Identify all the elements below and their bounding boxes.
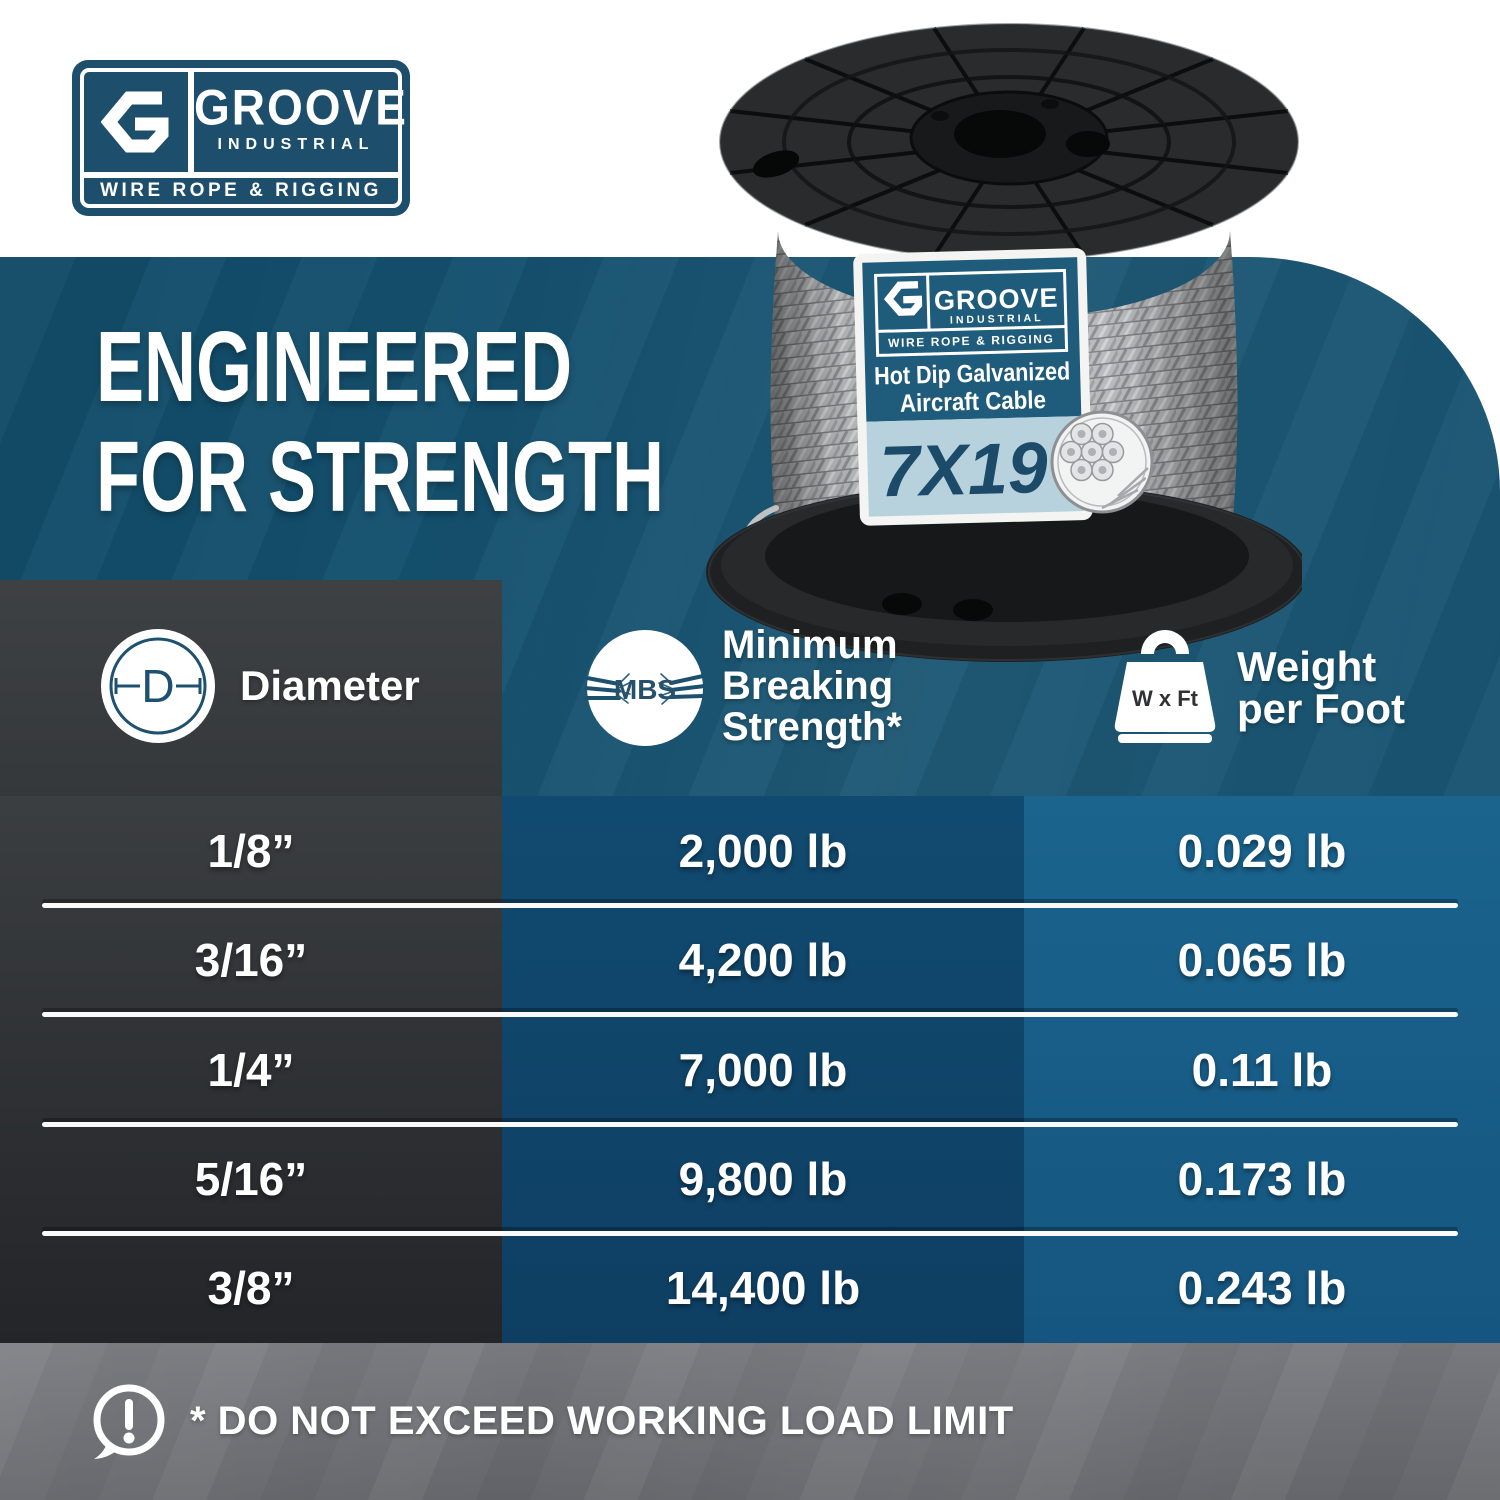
label-brand-box: GROOVE INDUSTRIAL WIRE ROPE & RIGGING [874,268,1069,357]
row2-diameter: 3/16” [194,934,308,986]
weight-label-line2: per Foot [1237,685,1405,732]
column-header-weight: Weight per Foot [1237,646,1405,730]
brand-logo-card: GROOVE INDUSTRIAL WIRE ROPE & RIGGING [72,60,410,216]
mbs-icon: MBS [585,630,705,746]
footer-bar [0,1343,1500,1500]
row3-breaking-strength: 7,000 lb [678,1044,848,1096]
logo-g-mark-icon [101,91,169,153]
row5-breaking-strength: 14,400 lb [665,1262,861,1314]
label-brand-sub: INDUSTRIAL [950,312,1044,326]
row4-diameter: 5/16” [194,1153,308,1205]
warning-bubble-icon [93,1384,165,1459]
column-header-mbs: Minimum Breaking Strength* [722,625,902,748]
logo-g-mark-box [84,72,194,172]
footer-stripes [0,1343,1500,1500]
row-divider [42,1122,1458,1127]
mbs-label-line3: Strength* [722,705,902,749]
label-g-mark-icon [883,281,923,316]
logo-subname: INDUSTRIAL [217,136,375,153]
weight-icon-text: W x Ft [1132,686,1199,711]
warning-text: * DO NOT EXCEED WORKING LOAD LIMIT [190,1399,1014,1443]
mbs-label-line2: Breaking [722,664,894,708]
diameter-icon: D [101,629,215,743]
row1-weight-per-foot: 0.029 lb [1177,825,1347,877]
label-brand-tagline: WIRE ROPE & RIGGING [888,332,1055,350]
label-title-line1: Hot Dip Galvanized [874,357,1071,390]
logo-tagline-bar: WIRE ROPE & RIGGING [84,172,398,204]
hero-heading-line2: FOR STRENGTH [96,421,664,533]
row-divider [42,903,1458,908]
spool-top-flange [719,23,1299,261]
label-construction: 7X19 [879,428,1049,512]
product-label: GROOVE INDUSTRIAL WIRE ROPE & RIGGING Ho… [853,248,1093,526]
row1-breaking-strength: 2,000 lb [678,825,848,877]
row-divider [42,1012,1458,1017]
row3-diameter: 1/4” [207,1044,295,1096]
mbs-label-line1: Minimum [722,623,898,667]
row5-diameter: 3/8” [207,1262,295,1314]
row-divider [42,1231,1458,1236]
weight-icon: W x Ft [1114,630,1216,743]
table-header-left-background [0,580,502,796]
table-column-mbs-background [502,796,1024,1343]
cable-cross-section-icon [1050,410,1154,514]
weight-label-line1: Weight [1237,643,1377,690]
row5-weight-per-foot: 0.243 lb [1177,1262,1347,1314]
row2-weight-per-foot: 0.065 lb [1177,934,1347,986]
logo-tagline: WIRE ROPE & RIGGING [100,180,382,201]
label-title-line2: Aircraft Cable [900,386,1047,418]
diameter-icon-letter: D [141,660,174,712]
table-column-diameter-background [0,796,502,1343]
row3-weight-per-foot: 0.11 lb [1191,1044,1333,1096]
logo-name: GROOVE [194,78,408,136]
row4-weight-per-foot: 0.173 lb [1177,1153,1347,1205]
hero-heading: ENGINEERED FOR STRENGTH [96,312,664,532]
row2-breaking-strength: 4,200 lb [678,934,848,986]
mbs-icon-text: MBS [614,674,676,705]
label-brand: GROOVE [934,283,1059,316]
cable-spool-photo: GROOVE INDUSTRIAL WIRE ROPE & RIGGING Ho… [706,23,1302,662]
brand-logo-border: GROOVE INDUSTRIAL WIRE ROPE & RIGGING [80,68,408,208]
hero-heading-line1: ENGINEERED [96,311,573,423]
row1-diameter: 1/8” [207,825,295,877]
table-column-weight-background [1024,796,1500,1343]
row4-breaking-strength: 9,800 lb [678,1153,848,1205]
logo-name-box: GROOVE INDUSTRIAL [194,72,408,172]
column-header-diameter: Diameter [240,662,420,709]
